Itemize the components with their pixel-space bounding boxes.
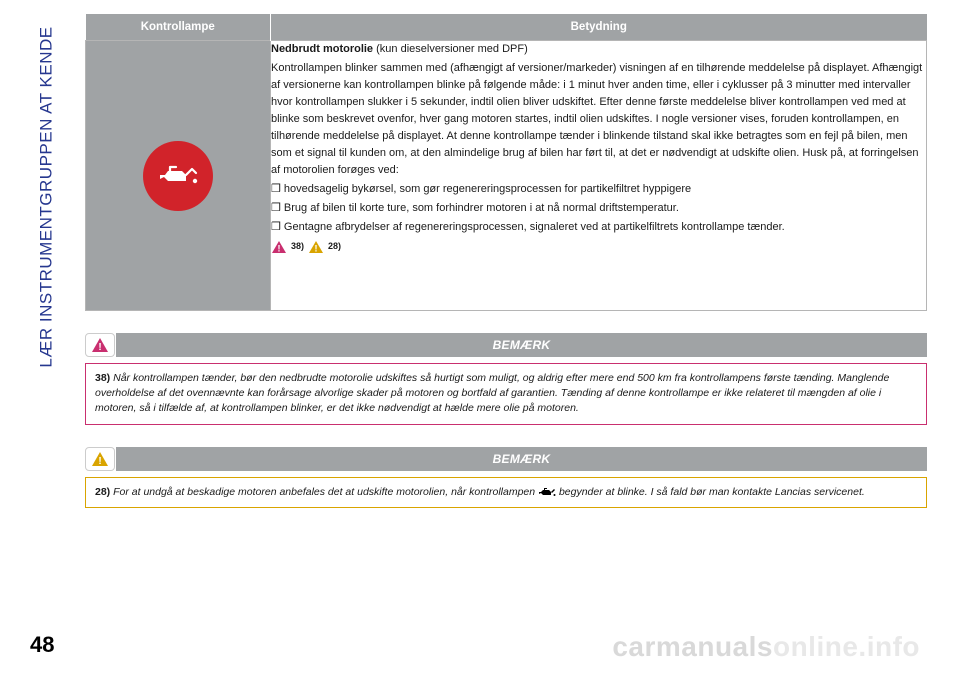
lamp-icon-cell [86, 41, 271, 311]
note-lead: 28) [95, 486, 110, 498]
ref-num-2: 28) [328, 240, 341, 254]
page-content: Kontrollampe Betydning [85, 14, 927, 508]
warning-triangle-yellow-icon: ! [85, 447, 115, 471]
table-head-meaning: Betydning [271, 14, 927, 41]
svg-text:!: ! [278, 243, 281, 253]
warning-triangle-yellow-icon: ! [308, 240, 324, 254]
watermark: carmanualsonline.info [612, 631, 920, 663]
row-bullet-1: ❒ hovedsagelig bykørsel, som gør regener… [271, 181, 926, 198]
note-block-pink: ! BEMÆRK 38) Når kontrollampen tænder, b… [85, 333, 927, 425]
note-text-before: For at undgå at beskadige motoren anbefa… [110, 486, 538, 498]
row-paragraph: Kontrollampen blinker sammen med (afhæng… [271, 60, 926, 179]
table-row: Nedbrudt motorolie (kun dieselversioner … [86, 41, 927, 311]
note-header-label: BEMÆRK [116, 447, 927, 471]
note-text: Når kontrollampen tænder, bør den nedbru… [95, 372, 889, 414]
note-body: 28) For at undgå at beskadige motoren an… [85, 477, 927, 508]
section-title-text: LÆR INSTRUMENTGRUPPEN AT KENDE [37, 26, 57, 367]
note-header-label: BEMÆRK [116, 333, 927, 357]
note-text-after: begynder at blinke. I så fald bør man ko… [556, 486, 865, 498]
note-body: 38) Når kontrollampen tænder, bør den ne… [85, 363, 927, 425]
svg-text:!: ! [98, 456, 101, 467]
ref-num-1: 38) [291, 240, 304, 254]
oil-warning-icon [143, 141, 213, 211]
reference-icons: ! 38) ! 28) [271, 240, 341, 254]
page-number: 48 [30, 632, 54, 658]
note-header: ! BEMÆRK [85, 447, 927, 471]
note-header: ! BEMÆRK [85, 333, 927, 357]
row-bullet-3: ❒ Gentagne afbrydelser af regenereringsp… [271, 219, 926, 236]
warning-triangle-pink-icon: ! [271, 240, 287, 254]
table-head-lamp: Kontrollampe [86, 14, 271, 41]
section-title-vertical: LÆR INSTRUMENTGRUPPEN AT KENDE [32, 12, 62, 382]
row-bullet-2: ❒ Brug af bilen til korte ture, som forh… [271, 200, 926, 217]
oil-can-inline-icon [538, 487, 556, 497]
warning-triangle-pink-icon: ! [85, 333, 115, 357]
note-block-yellow: ! BEMÆRK 28) For at undgå at beskadige m… [85, 447, 927, 508]
svg-text:!: ! [315, 243, 318, 253]
svg-text:!: ! [98, 342, 101, 353]
row-title: Nedbrudt motorolie (kun dieselversioner … [271, 41, 926, 58]
warning-table: Kontrollampe Betydning [85, 14, 927, 311]
description-cell: Nedbrudt motorolie (kun dieselversioner … [271, 41, 927, 311]
row-title-suffix: (kun dieselversioner med DPF) [373, 43, 528, 55]
row-title-bold: Nedbrudt motorolie [271, 43, 373, 55]
note-lead: 38) [95, 372, 110, 384]
